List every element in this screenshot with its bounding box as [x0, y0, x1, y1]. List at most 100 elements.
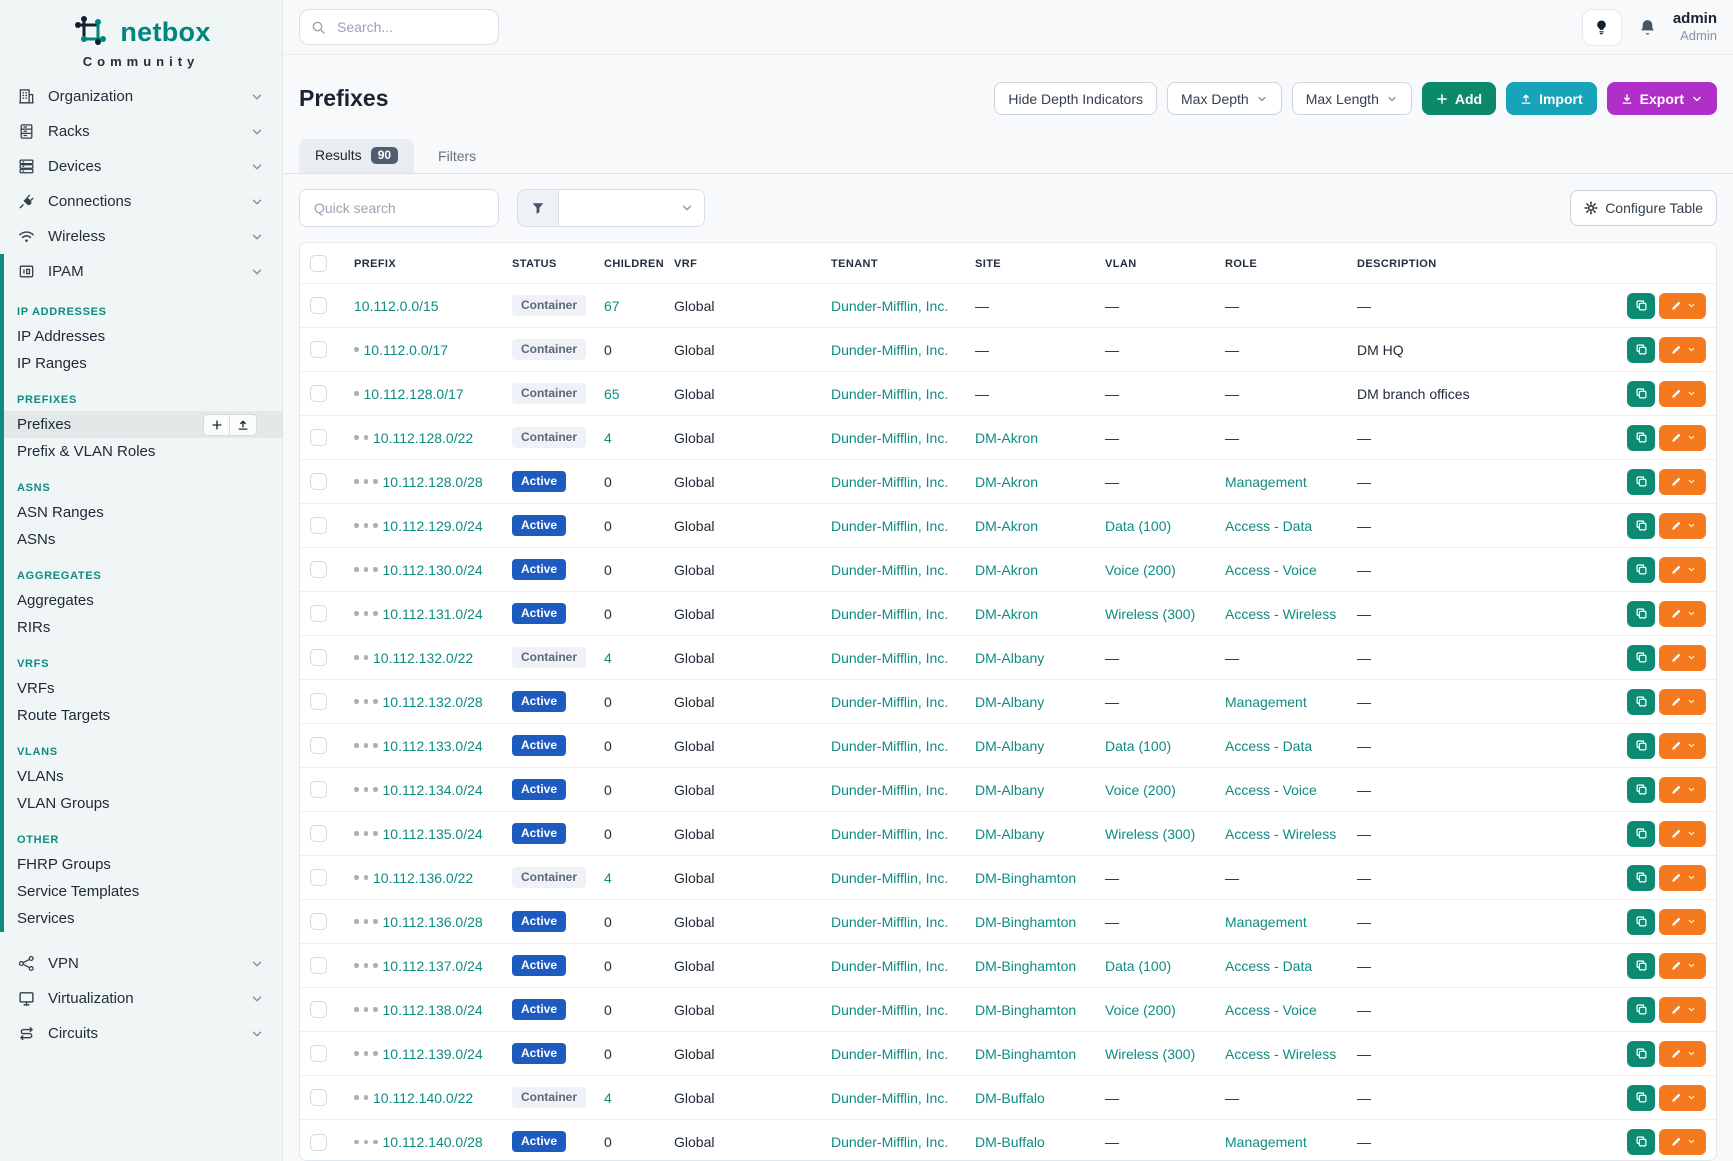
copy-button[interactable]	[1627, 864, 1655, 891]
row-checkbox[interactable]	[310, 341, 327, 359]
edit-dropdown-button[interactable]	[1659, 820, 1706, 847]
row-checkbox[interactable]	[310, 781, 327, 799]
vlan-link[interactable]: Voice (200)	[1105, 561, 1176, 578]
site-link[interactable]: DM-Binghamton	[975, 1045, 1077, 1062]
role-link[interactable]: Access - Voice	[1225, 1001, 1317, 1018]
role-link[interactable]: Access - Wireless	[1225, 1045, 1337, 1062]
edit-dropdown-button[interactable]	[1659, 776, 1706, 803]
copy-button[interactable]	[1627, 996, 1655, 1023]
edit-dropdown-button[interactable]	[1659, 512, 1706, 539]
vlan-link[interactable]: Wireless (300)	[1105, 1045, 1196, 1062]
site-link[interactable]: DM-Albany	[975, 693, 1045, 710]
row-checkbox[interactable]	[310, 517, 327, 535]
row-checkbox[interactable]	[310, 913, 327, 931]
vlan-link[interactable]: Wireless (300)	[1105, 605, 1196, 622]
site-link[interactable]: DM-Albany	[975, 737, 1045, 754]
row-checkbox[interactable]	[310, 869, 327, 887]
quick-search-input[interactable]	[312, 199, 486, 217]
select-all-checkbox[interactable]	[310, 255, 327, 272]
tenant-link[interactable]: Dunder-Mifflin, Inc.	[831, 1089, 949, 1106]
edit-dropdown-button[interactable]	[1659, 864, 1706, 891]
quick-search[interactable]	[299, 189, 499, 227]
prefix-link[interactable]: 10.112.132.0/22	[373, 649, 474, 666]
site-link[interactable]: DM-Buffalo	[975, 1089, 1045, 1106]
prefix-link[interactable]: 10.112.140.0/28	[382, 1133, 483, 1150]
prefix-link[interactable]: 10.112.133.0/24	[382, 737, 483, 754]
edit-dropdown-button[interactable]	[1659, 688, 1706, 715]
children-link[interactable]: 65	[604, 385, 620, 402]
edit-dropdown-button[interactable]	[1659, 292, 1706, 319]
row-checkbox[interactable]	[310, 737, 327, 755]
saved-filter-select[interactable]	[559, 189, 705, 227]
edit-dropdown-button[interactable]	[1659, 996, 1706, 1023]
global-search[interactable]	[299, 9, 499, 45]
prefix-link[interactable]: 10.112.136.0/22	[373, 869, 474, 886]
copy-button[interactable]	[1627, 1128, 1655, 1155]
row-checkbox[interactable]	[310, 649, 327, 667]
max-depth-dropdown[interactable]: Max Depth	[1167, 82, 1282, 116]
children-link[interactable]: 4	[604, 1089, 612, 1106]
copy-button[interactable]	[1627, 468, 1655, 495]
sidebar-item-wireless[interactable]: Wireless	[0, 219, 282, 254]
children-link[interactable]: 4	[604, 869, 612, 886]
copy-button[interactable]	[1627, 424, 1655, 451]
copy-button[interactable]	[1627, 1084, 1655, 1111]
sidebar-item-ip-addresses[interactable]: IP Addresses	[4, 323, 282, 350]
sidebar-item-prefixes[interactable]: Prefixes	[4, 411, 282, 438]
vlan-link[interactable]: Wireless (300)	[1105, 825, 1196, 842]
edit-dropdown-button[interactable]	[1659, 1084, 1706, 1111]
copy-button[interactable]	[1627, 556, 1655, 583]
prefix-link[interactable]: 10.112.131.0/24	[382, 605, 483, 622]
children-link[interactable]: 67	[604, 297, 620, 314]
vlan-link[interactable]: Data (100)	[1105, 957, 1172, 974]
row-checkbox[interactable]	[310, 297, 327, 315]
tenant-link[interactable]: Dunder-Mifflin, Inc.	[831, 429, 949, 446]
row-checkbox[interactable]	[310, 1001, 327, 1019]
children-link[interactable]: 4	[604, 649, 612, 666]
prefix-link[interactable]: 10.112.128.0/28	[382, 473, 483, 490]
sidebar-item-service-templates[interactable]: Service Templates	[4, 878, 282, 905]
role-link[interactable]: Access - Data	[1225, 957, 1313, 974]
sidebar-item-connections[interactable]: Connections	[0, 184, 282, 219]
tenant-link[interactable]: Dunder-Mifflin, Inc.	[831, 605, 949, 622]
tenant-link[interactable]: Dunder-Mifflin, Inc.	[831, 825, 949, 842]
role-link[interactable]: Access - Data	[1225, 517, 1313, 534]
row-checkbox[interactable]	[310, 957, 327, 975]
copy-button[interactable]	[1627, 820, 1655, 847]
sidebar-item-services[interactable]: Services	[4, 905, 282, 932]
prefix-link[interactable]: 10.112.0.0/17	[363, 341, 449, 358]
tenant-link[interactable]: Dunder-Mifflin, Inc.	[831, 1133, 949, 1150]
brand[interactable]: netbox Community	[0, 0, 282, 79]
tab-filters[interactable]: Filters	[438, 148, 477, 164]
edit-dropdown-button[interactable]	[1659, 644, 1706, 671]
tenant-link[interactable]: Dunder-Mifflin, Inc.	[831, 1001, 949, 1018]
prefix-link[interactable]: 10.112.132.0/28	[382, 693, 483, 710]
edit-dropdown-button[interactable]	[1659, 600, 1706, 627]
prefix-link[interactable]: 10.112.128.0/22	[373, 429, 474, 446]
copy-button[interactable]	[1627, 292, 1655, 319]
user-menu[interactable]: admin Admin	[1673, 10, 1717, 44]
role-link[interactable]: Management	[1225, 473, 1307, 490]
sidebar-item-racks[interactable]: Racks	[0, 114, 282, 149]
site-link[interactable]: DM-Albany	[975, 649, 1045, 666]
row-checkbox[interactable]	[310, 1133, 327, 1151]
prefix-link[interactable]: 10.112.128.0/17	[363, 385, 464, 402]
quick-add-button[interactable]	[203, 413, 230, 436]
row-checkbox[interactable]	[310, 1089, 327, 1107]
sidebar-item-ip-ranges[interactable]: IP Ranges	[4, 350, 282, 377]
max-length-dropdown[interactable]: Max Length	[1291, 82, 1412, 116]
copy-button[interactable]	[1627, 908, 1655, 935]
sidebar-item-vlans[interactable]: VLANs	[4, 763, 282, 790]
tab-results[interactable]: Results 90	[299, 138, 415, 173]
tenant-link[interactable]: Dunder-Mifflin, Inc.	[831, 957, 949, 974]
role-link[interactable]: Access - Voice	[1225, 781, 1317, 798]
vlan-link[interactable]: Voice (200)	[1105, 781, 1176, 798]
edit-dropdown-button[interactable]	[1659, 424, 1706, 451]
edit-dropdown-button[interactable]	[1659, 468, 1706, 495]
site-link[interactable]: DM-Binghamton	[975, 1001, 1077, 1018]
site-link[interactable]: DM-Akron	[975, 473, 1039, 490]
row-checkbox[interactable]	[310, 1045, 327, 1063]
copy-button[interactable]	[1627, 512, 1655, 539]
quick-import-button[interactable]	[230, 413, 257, 436]
tenant-link[interactable]: Dunder-Mifflin, Inc.	[831, 473, 949, 490]
